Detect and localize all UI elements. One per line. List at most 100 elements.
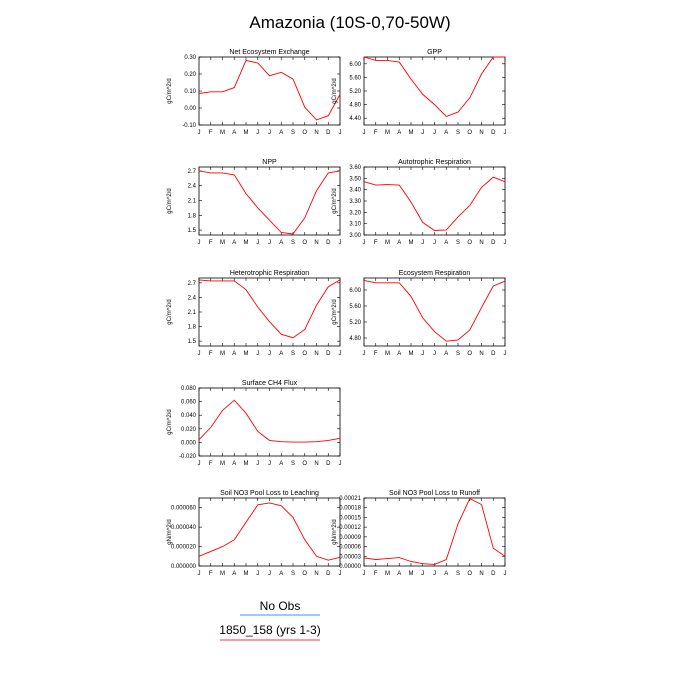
x-tick-label: F bbox=[209, 240, 213, 246]
x-tick-label: J bbox=[363, 351, 366, 357]
y-axis-label: gN/m^2/d bbox=[332, 519, 338, 545]
x-tick-label: S bbox=[456, 240, 460, 246]
y-axis-label: gN/m^2/d bbox=[167, 519, 173, 545]
x-tick-label: N bbox=[314, 461, 318, 467]
x-tick-label: A bbox=[444, 351, 448, 357]
y-axis-label: gC/m^2/d bbox=[167, 299, 173, 325]
x-tick-label: N bbox=[479, 351, 483, 357]
y-tick-label: 1.5 bbox=[188, 339, 197, 345]
y-tick-label: 0.20 bbox=[184, 72, 196, 78]
x-tick-label: S bbox=[291, 461, 295, 467]
panel-6: Surface CH4 Flux -0.020 0.000 0.020 0.040 0.0… bbox=[167, 380, 342, 467]
x-tick-label: O bbox=[302, 130, 307, 136]
x-tick-label: J bbox=[421, 240, 424, 246]
y-tick-label: 0.000000 bbox=[171, 564, 197, 570]
panel-4: Heterotrophic Respiration 1.5 1.8 2.1 2.4 2.7… bbox=[167, 270, 342, 357]
x-tick-label: J bbox=[339, 351, 342, 357]
plot-frame bbox=[198, 387, 341, 457]
x-tick-label: J bbox=[363, 130, 366, 136]
x-tick-label: N bbox=[314, 130, 318, 136]
x-tick-label: J bbox=[268, 461, 271, 467]
x-tick-label: N bbox=[314, 351, 318, 357]
y-axis-label: gC/m^2/d bbox=[332, 78, 338, 104]
x-tick-label: F bbox=[374, 130, 378, 136]
x-tick-label: J bbox=[421, 571, 424, 577]
x-tick-label: F bbox=[209, 571, 213, 577]
plot-frame bbox=[198, 56, 341, 126]
x-tick-label: J bbox=[339, 130, 342, 136]
x-tick-label: A bbox=[444, 571, 448, 577]
plot-frame bbox=[198, 497, 341, 567]
x-tick-label: J bbox=[268, 240, 271, 246]
plot-frame bbox=[363, 56, 506, 126]
x-tick-label: M bbox=[220, 351, 225, 357]
x-tick-label: A bbox=[279, 461, 283, 467]
x-tick-label: M bbox=[409, 571, 414, 577]
y-tick-label: 0.060 bbox=[181, 400, 197, 406]
x-tick-label: J bbox=[198, 461, 201, 467]
x-tick-label: J bbox=[198, 240, 201, 246]
series-line bbox=[198, 279, 341, 339]
y-tick-label: 5.60 bbox=[349, 75, 361, 81]
y-tick-label: 6.00 bbox=[349, 288, 361, 294]
x-tick-label: N bbox=[314, 240, 318, 246]
panel-title: Autotrophic Respiration bbox=[398, 159, 471, 166]
x-tick-label: M bbox=[385, 571, 390, 577]
x-tick-label: J bbox=[363, 571, 366, 577]
y-tick-label: 2.7 bbox=[188, 281, 197, 287]
y-tick-label: 2.7 bbox=[188, 169, 197, 175]
panel-title: Ecosystem Respiration bbox=[399, 270, 471, 277]
x-tick-label: D bbox=[326, 240, 331, 246]
x-tick-label: M bbox=[385, 351, 390, 357]
y-tick-label: 1.8 bbox=[188, 213, 197, 219]
x-tick-label: J bbox=[421, 130, 424, 136]
x-tick-label: J bbox=[268, 130, 271, 136]
x-tick-label: S bbox=[291, 351, 295, 357]
y-tick-label: 3.00 bbox=[349, 233, 361, 239]
x-tick-label: J bbox=[268, 571, 271, 577]
x-tick-label: O bbox=[467, 240, 472, 246]
y-tick-label: -0.10 bbox=[182, 123, 196, 129]
y-tick-label: 4.40 bbox=[349, 116, 361, 122]
y-tick-label: 5.20 bbox=[349, 89, 361, 95]
x-tick-label: J bbox=[339, 461, 342, 467]
panel-9: Soil NO3 Pool Loss to Runoff 0.00000 0.000… bbox=[332, 490, 507, 577]
x-tick-label: M bbox=[220, 130, 225, 136]
panel-1: GPP 4.40 4.80 5.20 5.60 6.00 J F M A M J J A S O N D JgC/m… bbox=[332, 49, 507, 136]
y-axis-label: gC/m^2/d bbox=[332, 299, 338, 325]
x-tick-label: A bbox=[397, 240, 401, 246]
x-tick-label: D bbox=[491, 130, 496, 136]
panel-title: Soil NO3 Pool Loss to Runoff bbox=[389, 490, 480, 497]
x-tick-label: S bbox=[291, 130, 295, 136]
x-tick-label: J bbox=[268, 351, 271, 357]
y-tick-label: 0.020 bbox=[181, 427, 197, 433]
series-line bbox=[198, 502, 341, 561]
y-axis-label: gC/m^2/d bbox=[332, 188, 338, 214]
y-axis-label: gC/m^2/d bbox=[167, 188, 173, 214]
series-line bbox=[363, 56, 505, 118]
panel-2: NPP 1.5 1.8 2.1 2.4 2.7 J F M A M J J A S O N D JgC/m^2/d bbox=[167, 159, 342, 246]
y-axis-label: gC/m^2/d bbox=[167, 78, 173, 104]
x-tick-label: N bbox=[479, 240, 483, 246]
y-tick-label: 3.30 bbox=[349, 199, 361, 205]
x-tick-label: J bbox=[339, 571, 342, 577]
x-tick-label: M bbox=[244, 240, 249, 246]
x-tick-label: F bbox=[374, 571, 378, 577]
x-tick-label: A bbox=[232, 130, 236, 136]
y-tick-label: 2.1 bbox=[188, 310, 197, 316]
x-tick-label: A bbox=[232, 461, 236, 467]
x-tick-label: A bbox=[279, 571, 283, 577]
plot-frame bbox=[363, 497, 506, 567]
x-tick-label: A bbox=[279, 240, 283, 246]
x-tick-label: M bbox=[385, 130, 390, 136]
x-tick-label: A bbox=[232, 571, 236, 577]
x-tick-label: M bbox=[220, 571, 225, 577]
y-tick-label: 2.4 bbox=[188, 295, 197, 301]
x-tick-label: D bbox=[491, 351, 496, 357]
x-tick-label: M bbox=[385, 240, 390, 246]
x-tick-label: J bbox=[504, 130, 507, 136]
series-line bbox=[363, 176, 506, 231]
y-tick-label: 0.30 bbox=[184, 55, 196, 61]
y-tick-label: 4.80 bbox=[349, 103, 361, 109]
x-tick-label: F bbox=[374, 240, 378, 246]
